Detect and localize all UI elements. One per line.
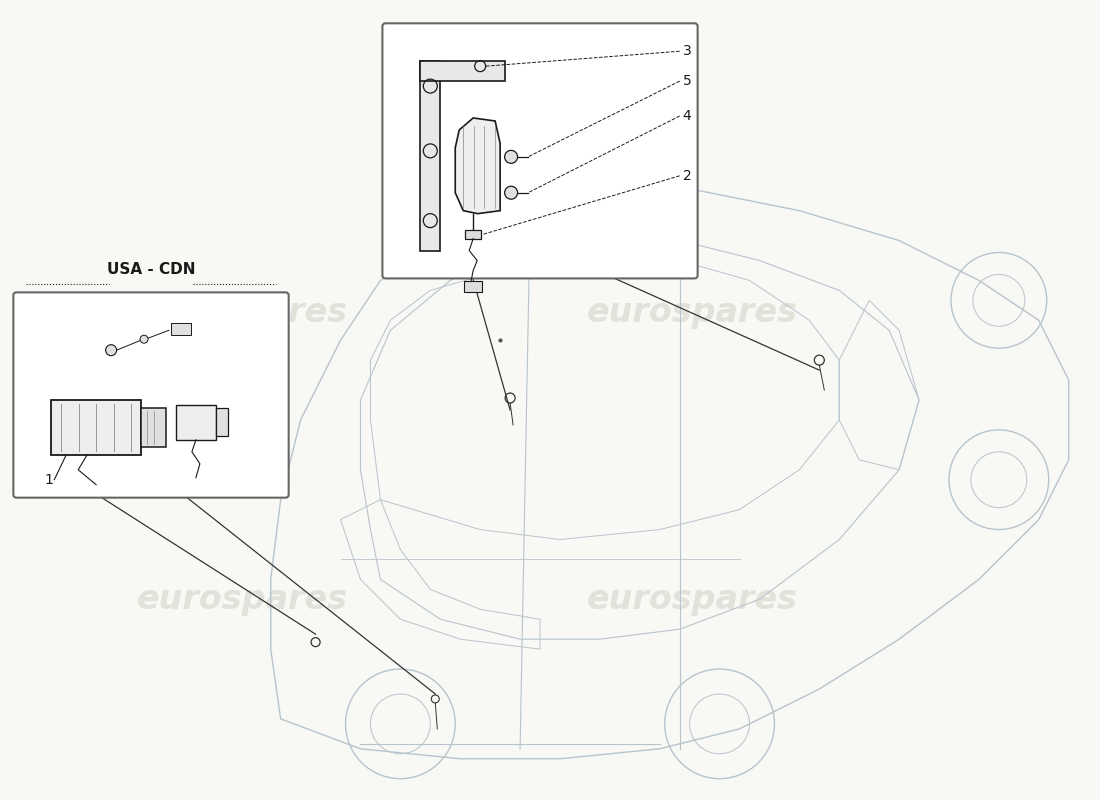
Bar	[216, 409, 228, 436]
Text: 2: 2	[683, 169, 692, 182]
Text: eurospares: eurospares	[587, 296, 799, 329]
Text: eurospares: eurospares	[138, 296, 349, 329]
Text: 4: 4	[683, 109, 692, 123]
Text: 5: 5	[683, 74, 692, 88]
Polygon shape	[455, 118, 500, 214]
Bar	[420, 61, 440, 250]
Bar	[176, 405, 216, 440]
Text: USA - CDN: USA - CDN	[107, 262, 196, 278]
Circle shape	[505, 186, 518, 199]
Bar	[464, 282, 482, 292]
FancyBboxPatch shape	[383, 23, 697, 278]
Bar	[420, 61, 505, 81]
Circle shape	[140, 335, 148, 343]
FancyBboxPatch shape	[13, 292, 288, 498]
Circle shape	[106, 345, 117, 356]
Text: eurospares: eurospares	[587, 583, 799, 616]
Bar	[141, 408, 166, 446]
Text: eurospares: eurospares	[138, 583, 349, 616]
Text: 1: 1	[45, 473, 54, 486]
Bar	[52, 400, 141, 455]
Bar	[465, 230, 481, 238]
Bar	[170, 323, 191, 335]
Circle shape	[505, 150, 518, 163]
Text: 3: 3	[683, 44, 692, 58]
